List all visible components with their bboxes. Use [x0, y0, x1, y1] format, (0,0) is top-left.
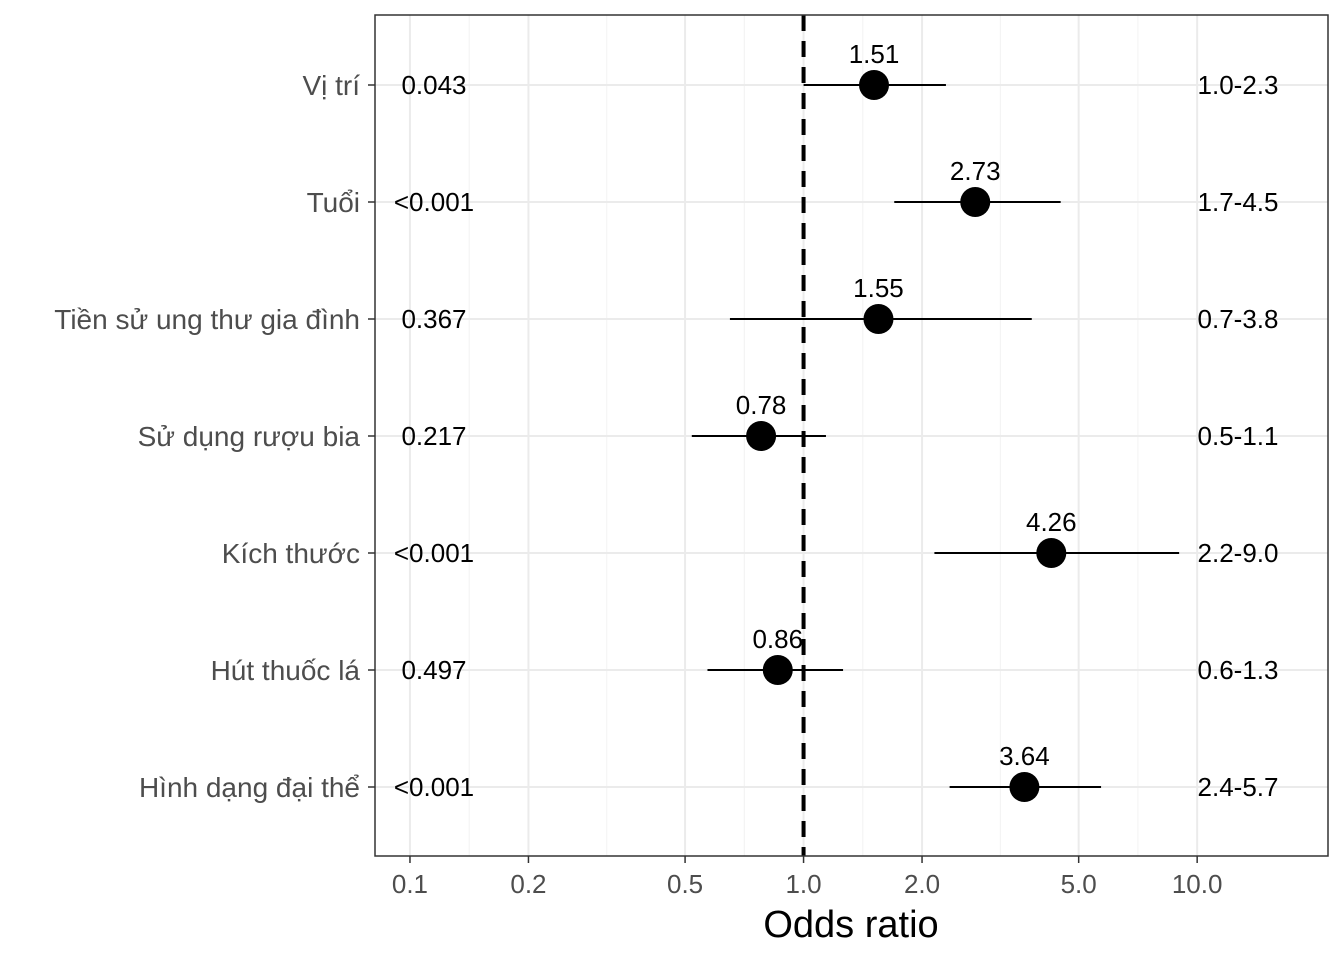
x-tick-label: 10.0: [1172, 869, 1223, 899]
ci-range-label: 0.7-3.8: [1198, 304, 1279, 334]
or-data-label: 3.64: [999, 741, 1050, 771]
or-point: [1009, 772, 1040, 802]
or-data-label: 1.55: [853, 273, 904, 303]
y-tick-label: Hút thuốc lá: [211, 655, 361, 686]
ci-range-label: 1.0-2.3: [1198, 70, 1279, 100]
or-data-label: 0.78: [736, 390, 787, 420]
ci-range-label: 2.4-5.7: [1198, 772, 1279, 802]
x-tick-label: 0.5: [667, 869, 703, 899]
axis-layer: Vị trí Tuổi Tiền sử ung thư gia đình Sử dụn…: [54, 70, 1222, 899]
or-point: [762, 655, 793, 685]
x-tick-label: 0.1: [392, 869, 428, 899]
p-value-label: 0.217: [401, 421, 466, 451]
or-point: [1036, 538, 1067, 568]
or-data-label: 1.51: [849, 39, 900, 69]
or-data-label: 2.73: [950, 156, 1001, 186]
or-point: [863, 304, 894, 334]
p-value-label: 0.367: [401, 304, 466, 334]
or-point: [960, 187, 991, 217]
p-value-label: 0.043: [401, 70, 466, 100]
x-tick-label: 2.0: [904, 869, 940, 899]
ci-range-label: 1.7-4.5: [1198, 187, 1279, 217]
y-tick-label: Kích thước: [222, 538, 360, 569]
or-point: [746, 421, 777, 451]
p-value-label: <0.001: [394, 538, 474, 568]
p-value-label: 0.497: [401, 655, 466, 685]
y-tick-label: Vị trí: [302, 70, 360, 101]
x-axis-title: Odds ratio: [763, 904, 938, 946]
p-value-label: <0.001: [394, 772, 474, 802]
x-tick-label: 1.0: [785, 869, 821, 899]
ci-range-label: 2.2-9.0: [1198, 538, 1279, 568]
ci-range-label: 0.5-1.1: [1198, 421, 1279, 451]
or-point: [859, 70, 890, 100]
or-data-label: 0.86: [752, 624, 803, 654]
or-data-label: 4.26: [1026, 507, 1077, 537]
y-tick-label: Hình dạng đại thể: [139, 772, 360, 803]
y-tick-label: Sử dụng rượu bia: [138, 421, 361, 452]
marks-layer: 1.51 0.043 1.0-2.3 2.73 <0.001 1.7-4.5 1.55 0.3…: [394, 39, 1279, 802]
x-tick-label: 5.0: [1061, 869, 1097, 899]
y-tick-label: Tiền sử ung thư gia đình: [54, 304, 360, 335]
x-tick-label: 0.2: [510, 869, 546, 899]
p-value-label: <0.001: [394, 187, 474, 217]
y-tick-label: Tuổi: [307, 187, 360, 218]
ci-range-label: 0.6-1.3: [1198, 655, 1279, 685]
